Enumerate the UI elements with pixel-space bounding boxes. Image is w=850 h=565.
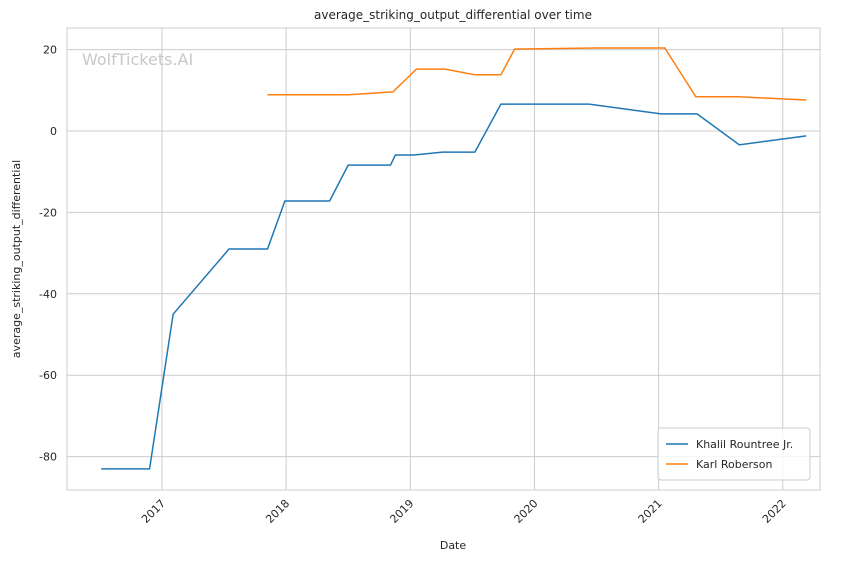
y-tick-label: -80 — [39, 451, 57, 464]
plot-frame — [66, 27, 821, 491]
chart-title: average_striking_output_differential ove… — [314, 8, 592, 22]
y-tick-label: -20 — [39, 206, 57, 219]
series-line — [267, 47, 807, 101]
legend-label: Karl Roberson — [696, 458, 772, 471]
y-axis-label: average_striking_output_differential — [10, 160, 23, 358]
y-tick-label: 0 — [50, 125, 57, 138]
y-tick-label: -40 — [39, 288, 57, 301]
legend: Khalil Rountree Jr. Karl Roberson — [657, 427, 811, 481]
y-tick-label: -60 — [39, 369, 57, 382]
legend-box — [657, 427, 811, 481]
watermark: WolfTickets.AI — [82, 50, 193, 69]
legend-label: Khalil Rountree Jr. — [696, 438, 793, 451]
series-line — [101, 103, 807, 470]
y-tick-label: 20 — [43, 44, 57, 57]
x-axis-label: Date — [440, 539, 467, 552]
